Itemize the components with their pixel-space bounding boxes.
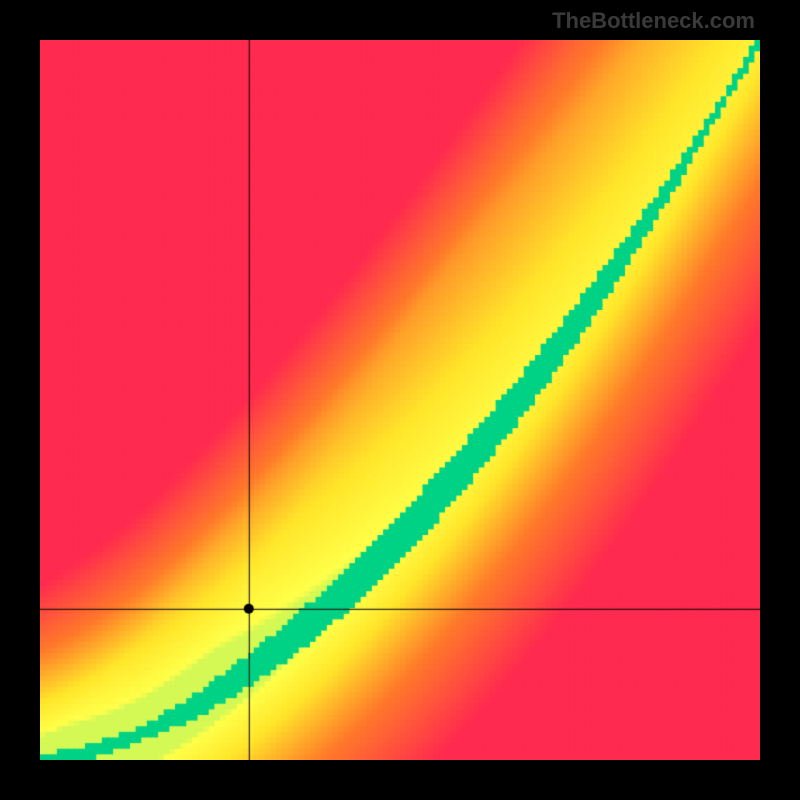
chart-plot-area [40,40,760,760]
watermark-text: TheBottleneck.com [552,8,755,34]
chart-container: TheBottleneck.com [0,0,800,800]
heatmap-canvas [40,40,760,760]
